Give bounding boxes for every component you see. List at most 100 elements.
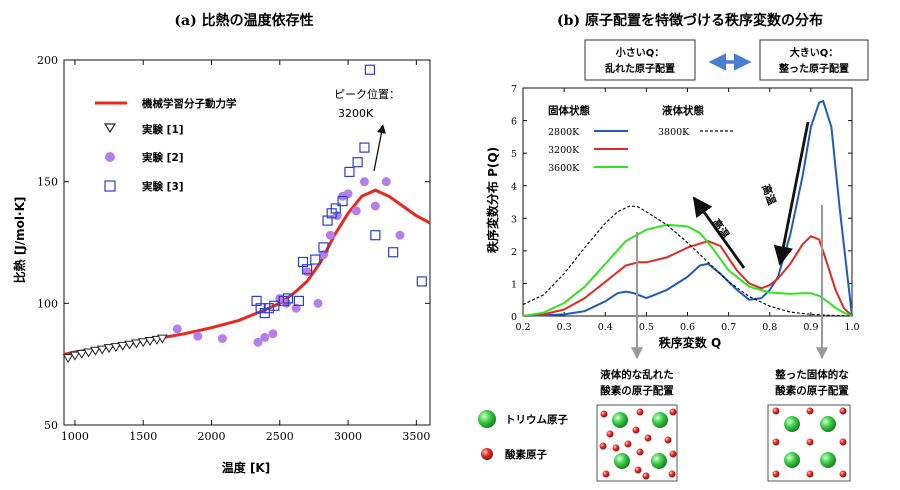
high-temp-arrow-right: 高温 [759, 121, 810, 266]
panel-b-legend: 固体状態 液体状態 2800K 3200K 3600K 3800K [548, 104, 734, 174]
panel-a-title: (a) 比熱の温度依存性 [174, 12, 313, 29]
data-point-exp3 [282, 293, 294, 304]
data-point-exp2 [381, 177, 391, 187]
series-line-3200k [522, 235, 853, 317]
x-tick-label: 0.4 [598, 322, 613, 333]
x-tick-label: 0.6 [680, 322, 695, 333]
small-q-box: 小さいQ： 乱れた原子配置 [584, 39, 696, 81]
data-point-exp3 [263, 303, 274, 314]
y-tick-label: 5 [511, 149, 517, 160]
data-point-exp2 [217, 334, 227, 344]
x-tick-label: 1000 [61, 430, 89, 443]
legend-label-mlmd: 機械学習分子動力学 [142, 97, 237, 110]
data-point-exp3 [318, 242, 329, 253]
y-tick-label: 0 [511, 312, 517, 323]
thorium-atom-icon [478, 410, 496, 428]
peak-annotation: ピーク位置： 3200K [334, 87, 400, 172]
y-tick-label: 100 [37, 297, 58, 310]
panel-a-legend: 機械学習分子動力学 実験 [1] 実験 [2] 実験 [3] [95, 97, 237, 193]
legend-group-liquid: 液体状態 [662, 104, 704, 117]
peak-arrow [373, 124, 386, 172]
data-point-exp2 [370, 201, 380, 211]
legend-marker-exp3 [104, 180, 116, 192]
peak-annotation-line1: ピーク位置： [334, 87, 400, 101]
legend-marker-exp1 [103, 123, 117, 134]
data-point-exp3 [301, 264, 313, 275]
data-point-exp1 [62, 354, 74, 364]
y-tick-label: 3 [511, 214, 517, 225]
atom-legend: トリウム原子 酸素原子 [478, 410, 568, 461]
data-point-exp1 [117, 341, 129, 351]
x-tick-label: 1.0 [844, 322, 859, 333]
data-point-exp3 [344, 166, 355, 178]
y-tick-label: 6 [511, 117, 517, 128]
panel-a-chart: 1000 1500 2000 2500 3000 3500 50 100 150 200 [37, 54, 431, 443]
data-point-exp3 [293, 295, 304, 306]
data-point-exp2 [193, 331, 203, 341]
data-point-exp3 [352, 157, 363, 168]
panel-b-xlabel: 秩序変数 Q [659, 335, 721, 350]
caption-solid-line1: 整った固体的な [774, 368, 849, 381]
peak-annotation-line2: 3200K [338, 107, 374, 120]
data-point-exp1 [124, 340, 135, 350]
x-tick-label: 0.3 [557, 322, 572, 333]
x-tick-label: 0.8 [762, 322, 777, 333]
atom-label-oxygen: 酸素原子 [505, 448, 547, 461]
data-point-exp3 [388, 247, 399, 258]
legend-label-3800k: 3800K [658, 127, 690, 138]
data-point-exp3 [330, 203, 341, 214]
legend-label-3200k: 3200K [548, 145, 580, 156]
x-tick-label: 0.5 [639, 322, 654, 333]
y-tick-label: 200 [37, 54, 58, 67]
legend-label-2800k: 2800K [548, 127, 580, 138]
x-tick-label: 2500 [266, 430, 294, 443]
data-point-exp3 [310, 254, 321, 265]
y-tick-label: 4 [511, 182, 517, 193]
data-point-exp3 [416, 276, 427, 287]
oxygen-atom-icon [481, 448, 493, 460]
x-tick-label: 2000 [197, 430, 225, 443]
x-tick-label: 0.7 [721, 322, 736, 333]
data-point-exp1 [110, 343, 122, 353]
series-line-3800k [522, 205, 853, 317]
atom-label-thorium: トリウム原子 [505, 414, 568, 426]
data-point-exp2 [302, 267, 312, 277]
y-tick-label: 50 [44, 419, 58, 432]
data-point-exp2 [268, 329, 278, 339]
data-point-exp2 [260, 332, 270, 342]
large-q-line2: 整った原子配置 [778, 62, 849, 75]
x-tick-label: 0.2 [515, 322, 530, 333]
data-point-exp3 [370, 230, 381, 241]
data-point-exp1 [96, 345, 108, 355]
data-point-exp1 [130, 339, 142, 349]
caption-solid-line2: 酸素の原子配置 [775, 384, 849, 397]
panel-b-ylabel: 秩序変数分布 P(Q) [485, 147, 500, 253]
x-tick-label: 0.9 [803, 322, 818, 333]
x-tick-label: 1500 [129, 430, 157, 443]
panel-a-xlabel: 温度 [K] [222, 460, 270, 475]
series-line-mlmd [63, 188, 431, 356]
small-q-line2: 乱れた原子配置 [605, 62, 675, 75]
data-point-exp3 [337, 196, 348, 207]
caption-liquid-line1: 液体的な乱れた [600, 368, 674, 381]
data-point-exp3 [364, 64, 376, 75]
caption-liquid-line2: 酸素の原子配置 [600, 384, 674, 397]
legend-label-3600k: 3600K [548, 163, 580, 174]
panel-b-frame [522, 87, 853, 317]
legend-group-solid: 固体状態 [548, 104, 590, 117]
data-point-exp1 [137, 338, 149, 348]
data-point-exp2 [313, 298, 323, 308]
y-tick-label: 2 [511, 247, 517, 258]
legend-marker-exp2 [105, 152, 115, 162]
data-point-exp1 [69, 351, 81, 361]
data-point-exp2 [172, 324, 182, 334]
data-point-exp1 [103, 344, 115, 354]
legend-label-exp2: 実験 [2] [142, 151, 184, 164]
data-point-exp1 [144, 337, 156, 347]
high-temp-label-right: 高温 [759, 183, 779, 208]
panel-a-frame [63, 59, 431, 426]
y-tick-label: 150 [37, 176, 58, 189]
x-tick-label: 3500 [402, 430, 430, 443]
data-point-exp2 [395, 230, 405, 240]
